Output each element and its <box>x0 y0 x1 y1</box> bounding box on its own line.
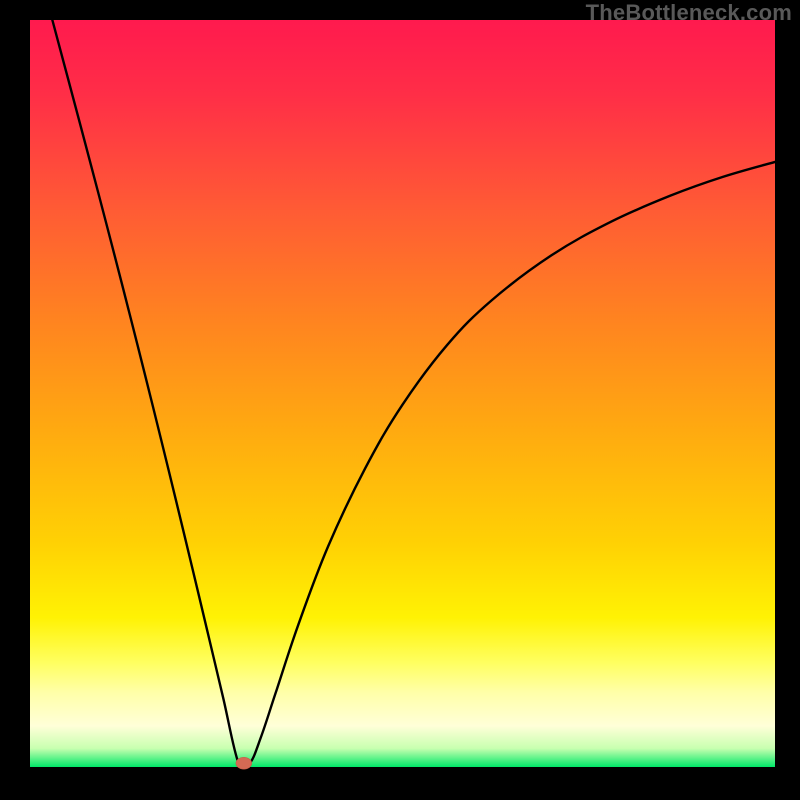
chart-svg <box>0 0 800 800</box>
bottleneck-chart: TheBottleneck.com <box>0 0 800 800</box>
minimum-marker <box>236 757 252 769</box>
watermark-text: TheBottleneck.com <box>586 0 792 26</box>
plot-area <box>30 20 775 767</box>
